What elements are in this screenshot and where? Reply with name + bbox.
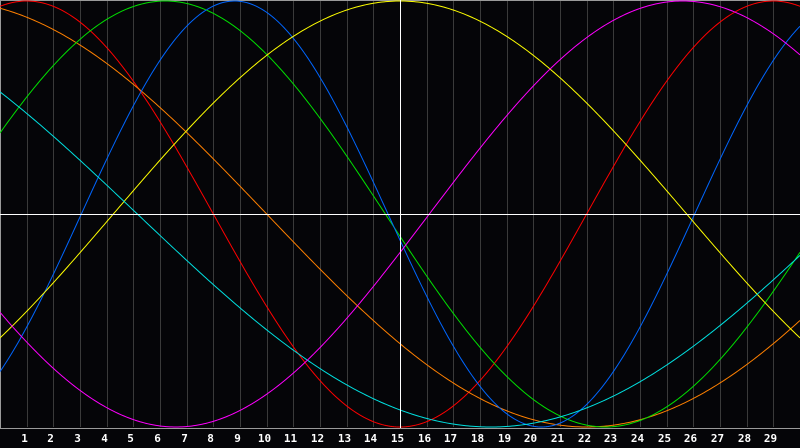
x-tick-label: 13 [338,432,351,445]
x-tick-label: 28 [738,432,751,445]
x-tick-label: 3 [74,432,81,445]
x-tick-label: 29 [764,432,777,445]
x-tick-label: 27 [711,432,724,445]
x-tick-label: 5 [127,432,134,445]
crosshair [0,0,800,428]
x-tick-label: 19 [498,432,511,445]
x-tick-label: 4 [101,432,108,445]
x-tick-label: 10 [258,432,271,445]
x-tick-labels: 1 2 3 4 5 6 7 8 9 10 11 12 13 14 15 16 17 18 19 20 21 22 23 24 2… [21,432,777,445]
x-tick-label: 12 [311,432,324,445]
x-tick-label: 16 [418,432,432,445]
x-tick-label: 22 [578,432,591,445]
x-tick-label: 14 [364,432,378,445]
x-tick-label: 20 [524,432,537,445]
x-tick-label: 15 [391,432,404,445]
x-tick-label: 2 [47,432,54,445]
x-tick-label: 17 [444,432,457,445]
x-tick-label: 8 [207,432,214,445]
x-tick-label: 6 [154,432,161,445]
x-tick-label: 23 [604,432,617,445]
x-tick-label: 25 [658,432,671,445]
x-tick-label: 24 [631,432,645,445]
x-tick-label: 9 [234,432,241,445]
x-tick-label: 7 [181,432,188,445]
x-tick-label: 1 [21,432,28,445]
x-tick-label: 11 [284,432,298,445]
x-tick-label: 21 [551,432,565,445]
x-tick-label: 26 [684,432,698,445]
x-tick-label: 18 [471,432,484,445]
